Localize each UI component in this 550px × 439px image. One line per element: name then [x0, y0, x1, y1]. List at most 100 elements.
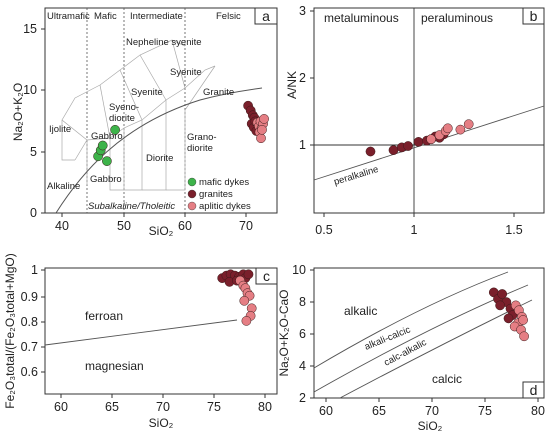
data-point-aplitic-dykes: [257, 124, 267, 135]
panel-a-letter-box: [254, 7, 278, 25]
panel-a-field-gabbro-upper: Gabbro: [91, 131, 123, 142]
panel-a-field-diorite-upper: diorite: [109, 113, 135, 124]
panel-c-xtick-label: 60: [54, 400, 68, 414]
panel-d-xtick-label: 80: [531, 404, 545, 418]
legend-mafic-marker: [187, 177, 197, 187]
legend-aplitic-label: aplitic dykes: [199, 201, 251, 212]
panel-c-ferroan-boundary-line: [44, 319, 238, 346]
panel-a-label-mafic: Mafic: [94, 11, 117, 22]
panel-a-field-granite: Granite: [203, 87, 234, 98]
panel-a-xlabel: SiO₂: [149, 224, 174, 238]
panel-a-field-line: [61, 120, 75, 161]
panel-d: alkalic alkali-calcic calc-alkalic calci…: [277, 263, 545, 433]
panel-d-letter: d: [530, 382, 538, 398]
panel-d-ylabel: Na₂O+K₂O-CaO: [277, 289, 291, 376]
panel-a-field-nepheline-syenite: Nepheline syenite: [126, 37, 202, 48]
panel-d-xtick-label: 60: [319, 404, 333, 418]
legend-aplitic-marker: [187, 201, 197, 211]
panel-a-label-ultramafic: Ultramafic: [47, 11, 90, 22]
data-point-granites: [495, 300, 505, 311]
panel-a-points: [93, 100, 269, 166]
panel-a-field-line: [119, 69, 143, 121]
panel-a-field-line: [61, 39, 186, 141]
panel-a-label-felsic: Felsic: [216, 11, 241, 22]
panel-b-xtick-label: 0.5: [315, 223, 332, 237]
panel-a-frame: [44, 7, 278, 214]
panel-b-ticks: [310, 10, 515, 217]
panel-c-ytick-label: 0.6: [21, 365, 38, 379]
panel-a-field-syeno: Syeno-: [109, 102, 139, 113]
panel-d-boundary-line: [313, 271, 509, 369]
data-point-aplitic-dykes: [463, 119, 474, 130]
panel-d-ytick-label: 6: [299, 327, 306, 341]
panel-d-frame: [313, 267, 545, 399]
panel-a-xtick-label: 50: [117, 219, 131, 233]
panel-c-ytick-label: 1: [31, 263, 38, 277]
data-point-granites: [497, 289, 508, 299]
panel-d-xlabel: SiO₂: [418, 419, 443, 433]
panel-a-field-ijolite: Ijolite: [49, 124, 71, 135]
data-point-aplitic-dykes: [256, 133, 266, 144]
data-point-aplitic-dykes: [519, 331, 529, 342]
panel-a-subalkaline-label: Subalkaline/Tholeitic: [88, 201, 175, 212]
panel-d-ytick-label: 4: [299, 359, 306, 373]
panel-b-peraluminous-label: peraluminous: [421, 11, 493, 25]
legend-granite-marker: [187, 189, 197, 199]
panel-d-letter-box: [522, 381, 545, 399]
panel-c-ticks: [41, 269, 266, 398]
panel-d-ytick-label: 10: [292, 263, 306, 277]
panel-c-magnesian-label: magnesian: [85, 359, 144, 373]
panel-b-letter-box: [522, 7, 545, 25]
panel-a-ylabel: Na₂O+K₂O: [11, 83, 25, 141]
data-point-granites: [388, 145, 399, 155]
data-point-aplitic-dykes: [259, 114, 269, 124]
panel-b-metaluminous-label: metaluminous: [324, 11, 399, 25]
panel-a-ticks: [41, 28, 247, 217]
panel-a-alkaline-boundary-line: [55, 87, 263, 214]
data-point-granites: [243, 269, 254, 280]
panel-c-points: [217, 269, 257, 326]
panel-a-legend: mafic dykes granites aplitic dykes: [187, 177, 251, 212]
panel-b-ytick-label: 3: [299, 4, 306, 18]
legend-granite-label: granites: [199, 189, 233, 200]
panel-c-xtick-label: 75: [207, 400, 221, 414]
panel-c-letter-box: [255, 267, 278, 285]
panel-a-xtick-label: 40: [55, 219, 69, 233]
panel-b: metaluminous peraluminous peralkaline b …: [285, 4, 545, 237]
panel-a-label-intermediate: Intermediate: [130, 11, 183, 22]
data-point-aplitic-dykes: [442, 123, 453, 134]
panel-a-field-line: [109, 138, 124, 191]
data-point-granites: [365, 146, 376, 157]
panel-d-ytick-label: 2: [299, 391, 306, 405]
panel-c-ferroan-label: ferroan: [85, 309, 123, 323]
panel-d-xtick-label: 70: [425, 404, 439, 418]
panel-a-field-line: [171, 39, 186, 89]
panel-c-xtick-label: 80: [258, 400, 272, 414]
panel-a: Ultramafic Mafic Intermediate Felsic Nep…: [11, 7, 278, 238]
data-point-aplitic-dykes: [518, 315, 528, 325]
data-point-mafic-dykes: [102, 156, 112, 166]
panel-a-ytick-label: 15: [23, 22, 37, 36]
panel-a-field-syenite-upper: Syenite: [170, 67, 202, 78]
panel-c-xlabel: SiO₂: [149, 416, 174, 430]
panel-c-xtick-label: 70: [156, 400, 170, 414]
panel-a-ytick-label: 10: [23, 83, 37, 97]
panel-a-field-line: [123, 120, 143, 191]
panel-a-field-line: [99, 84, 111, 139]
data-point-aplitic-dykes: [239, 295, 250, 306]
panel-d-xtick-label: 75: [478, 404, 492, 418]
panel-c-frame: [44, 267, 278, 395]
panel-b-xtick-label: 1.5: [505, 223, 522, 237]
data-point-mafic-dykes: [97, 140, 108, 151]
panel-a-ytick-label: 5: [30, 145, 37, 159]
panel-a-field-alkaline: Alkaline: [47, 181, 80, 192]
legend-mafic-label: mafic dykes: [199, 177, 249, 188]
panel-a-field-line: [139, 54, 167, 101]
data-point-mafic-dykes: [110, 124, 120, 135]
panel-a-field-diorite: Diorite: [146, 153, 173, 164]
panel-a-ytick-label: 0: [30, 206, 37, 220]
data-point-granites: [413, 137, 424, 147]
panel-a-xtick-label: 70: [239, 219, 253, 233]
panel-a-field-syenite-lower: Syenite: [131, 87, 163, 98]
